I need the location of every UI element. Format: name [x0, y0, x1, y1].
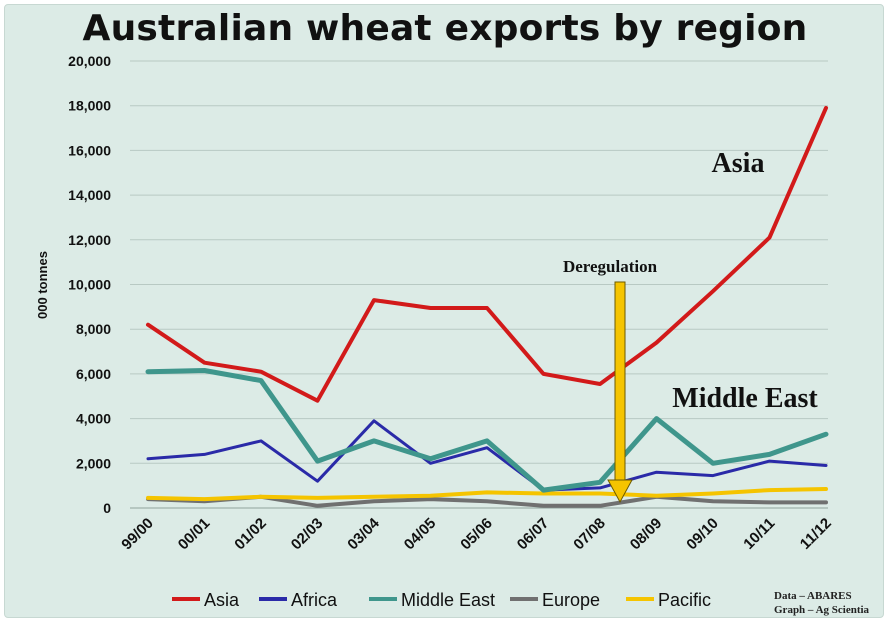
- y-tick-label: 18,000: [68, 98, 111, 114]
- x-tick-label: 07/08: [570, 515, 609, 554]
- series-line-middle-east: [145, 368, 829, 493]
- y-tick-label: 16,000: [68, 142, 111, 158]
- x-tick-label: 11/12: [797, 515, 835, 553]
- y-tick-label: 4,000: [76, 411, 111, 427]
- legend-label-middle-east: Middle East: [401, 590, 495, 610]
- y-tick-label: 2,000: [76, 455, 111, 471]
- series-line-pacific: [146, 487, 828, 502]
- legend-label-africa: Africa: [291, 590, 338, 610]
- series-line-asia: [146, 105, 828, 403]
- chart-title: Australian wheat exports by region: [82, 8, 808, 49]
- y-tick-label: 0: [103, 500, 111, 516]
- x-tick-label: 10/11: [740, 515, 778, 553]
- x-tick-label: 00/01: [175, 515, 214, 554]
- graph-credit: Graph – Ag Scientia: [774, 604, 870, 616]
- middle-east-annotation: Middle East: [672, 383, 818, 414]
- legend-label-asia: Asia: [204, 590, 240, 610]
- x-tick-label: 03/04: [344, 514, 383, 553]
- legend-label-pacific: Pacific: [658, 590, 711, 610]
- series-line-africa: [146, 419, 828, 492]
- y-tick-label: 10,000: [68, 277, 111, 293]
- x-tick-label: 08/09: [627, 515, 666, 554]
- x-tick-label: 02/03: [288, 515, 327, 554]
- y-tick-label: 14,000: [68, 187, 111, 203]
- chart-frame: [4, 4, 884, 618]
- deregulation-annotation: Deregulation: [563, 257, 658, 276]
- data-credit: Data – ABARES: [774, 590, 852, 602]
- y-axis-label: 000 tonnes: [35, 251, 50, 319]
- x-tick-label: 06/07: [514, 515, 553, 554]
- x-tick-label: 99/00: [118, 515, 157, 554]
- deregulation-arrow-head: [607, 479, 633, 504]
- y-tick-label: 12,000: [68, 232, 111, 248]
- x-tick-label: 04/05: [401, 515, 440, 554]
- x-tick-label: 01/02: [231, 515, 270, 554]
- x-tick-label: 05/06: [457, 515, 496, 554]
- legend-label-europe: Europe: [542, 590, 600, 610]
- y-tick-label: 6,000: [76, 366, 111, 382]
- y-tick-label: 20,000: [68, 53, 111, 69]
- asia-annotation: Asia: [712, 148, 765, 179]
- x-tick-label: 09/10: [683, 515, 722, 554]
- deregulation-arrow-shaft: [614, 281, 626, 481]
- y-tick-label: 8,000: [76, 321, 111, 337]
